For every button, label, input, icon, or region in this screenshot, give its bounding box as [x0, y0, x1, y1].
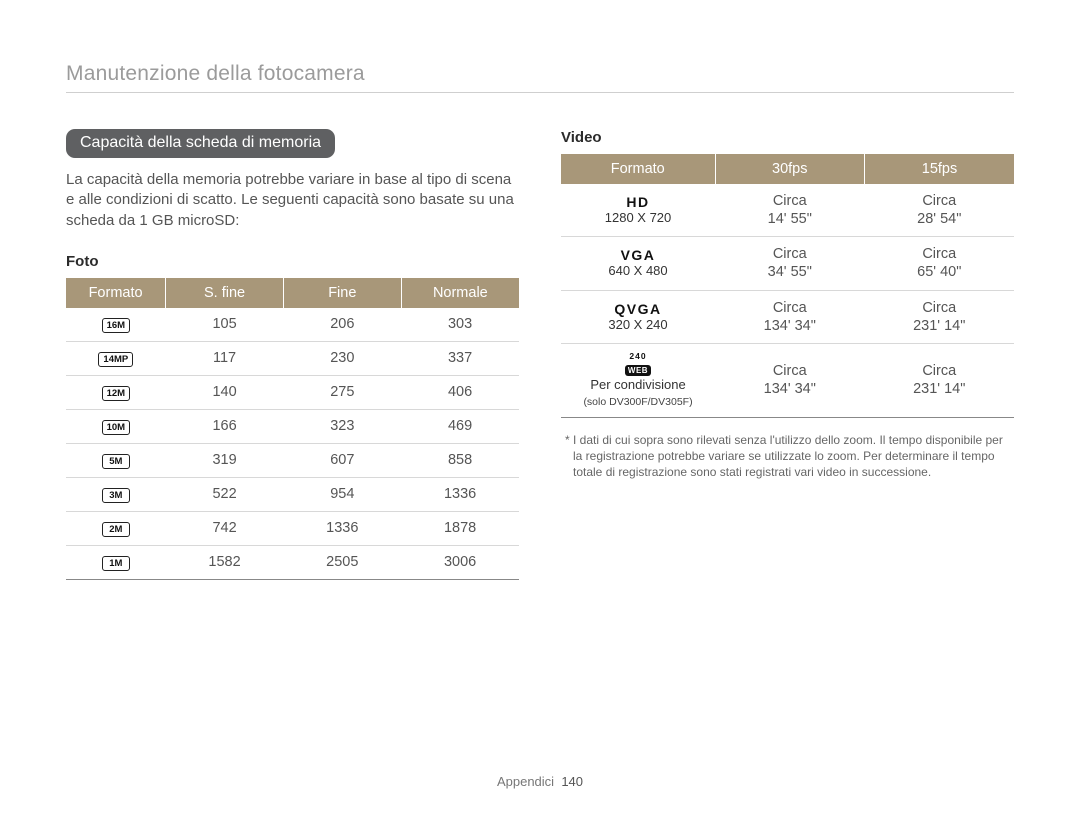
left-column: Capacità della scheda di memoria La capa…: [66, 129, 519, 580]
foto-sfine-cell: 140: [166, 375, 284, 409]
foto-fine-cell: 230: [283, 341, 401, 375]
video-th-formato: Formato: [561, 154, 715, 184]
video-format-cell: QVGA320 X 240: [561, 290, 715, 343]
resolution-icon: 5M: [102, 454, 130, 469]
foto-fine-cell: 2505: [283, 545, 401, 579]
foto-format-cell: 12M: [66, 375, 166, 409]
video-format-cell: 240 WEBPer condivisione (solo DV300F/DV305…: [561, 343, 715, 417]
share-note: (solo DV300F/DV305F): [583, 396, 692, 408]
foto-fine-cell: 607: [283, 443, 401, 477]
foto-th-sfine: S. fine: [166, 278, 284, 308]
foto-sfine-cell: 522: [166, 477, 284, 511]
foto-format-cell: 3M: [66, 477, 166, 511]
share-icon-number: 240: [567, 352, 709, 361]
title-rule: [66, 92, 1014, 93]
foto-th-normale: Normale: [401, 278, 519, 308]
foto-header-row: Formato S. fine Fine Normale: [66, 278, 519, 308]
video-th-15fps: 15fps: [865, 154, 1015, 184]
foto-format-cell: 16M: [66, 308, 166, 342]
page-footer: Appendici 140: [0, 774, 1080, 789]
foto-normale-cell: 1336: [401, 477, 519, 511]
video-format-label: QVGA: [567, 301, 709, 317]
foto-sfine-cell: 1582: [166, 545, 284, 579]
video-format-label: VGA: [567, 247, 709, 263]
table-row: 1M 158225053006: [66, 545, 519, 579]
foto-sfine-cell: 319: [166, 443, 284, 477]
foto-normale-cell: 303: [401, 308, 519, 342]
foto-normale-cell: 858: [401, 443, 519, 477]
share-icon-web: WEB: [625, 365, 651, 376]
foto-format-cell: 10M: [66, 409, 166, 443]
video-header-row: Formato 30fps 15fps: [561, 154, 1014, 184]
foto-normale-cell: 469: [401, 409, 519, 443]
video-heading: Video: [561, 129, 1014, 146]
foto-format-cell: 14MP: [66, 341, 166, 375]
video-format-cell: VGA640 X 480: [561, 237, 715, 290]
table-row: 5M 319607858: [66, 443, 519, 477]
table-row: VGA640 X 480Circa34' 55"Circa65' 40": [561, 237, 1014, 290]
resolution-icon: 12M: [102, 386, 130, 401]
video-resolution: 1280 X 720: [605, 210, 672, 225]
video-15fps-cell: Circa231' 14": [865, 343, 1015, 417]
foto-fine-cell: 1336: [283, 511, 401, 545]
table-row: HD1280 X 720Circa14' 55"Circa28' 54": [561, 184, 1014, 237]
video-30fps-cell: Circa134' 34": [715, 290, 864, 343]
video-15fps-cell: Circa231' 14": [865, 290, 1015, 343]
table-row: QVGA320 X 240Circa134' 34"Circa231' 14": [561, 290, 1014, 343]
foto-sfine-cell: 105: [166, 308, 284, 342]
video-footnote: * I dati di cui sopra sono rilevati senz…: [561, 432, 1014, 481]
video-table: Formato 30fps 15fps HD1280 X 720Circa14'…: [561, 154, 1014, 418]
table-row: 14MP 117230337: [66, 341, 519, 375]
foto-sfine-cell: 117: [166, 341, 284, 375]
video-30fps-cell: Circa134' 34": [715, 343, 864, 417]
foto-fine-cell: 275: [283, 375, 401, 409]
video-resolution: 640 X 480: [608, 263, 667, 278]
foto-th-fine: Fine: [283, 278, 401, 308]
resolution-icon: 16M: [102, 318, 130, 333]
video-30fps-cell: Circa34' 55": [715, 237, 864, 290]
right-column: Video Formato 30fps 15fps HD1280 X 720Ci…: [561, 129, 1014, 580]
foto-normale-cell: 337: [401, 341, 519, 375]
video-15fps-cell: Circa28' 54": [865, 184, 1015, 237]
video-resolution: 320 X 240: [608, 317, 667, 332]
table-row: 2M 74213361878: [66, 511, 519, 545]
video-format-label: HD: [567, 194, 709, 210]
video-th-30fps: 30fps: [715, 154, 864, 184]
table-row: 3M 5229541336: [66, 477, 519, 511]
foto-format-cell: 2M: [66, 511, 166, 545]
intro-paragraph: La capacità della memoria potrebbe varia…: [66, 170, 519, 231]
footer-section: Appendici: [497, 774, 554, 789]
foto-normale-cell: 1878: [401, 511, 519, 545]
table-row: 12M 140275406: [66, 375, 519, 409]
foto-fine-cell: 323: [283, 409, 401, 443]
foto-format-cell: 5M: [66, 443, 166, 477]
foto-th-formato: Formato: [66, 278, 166, 308]
video-15fps-cell: Circa65' 40": [865, 237, 1015, 290]
foto-format-cell: 1M: [66, 545, 166, 579]
foto-sfine-cell: 742: [166, 511, 284, 545]
table-row: 240 WEBPer condivisione (solo DV300F/DV305…: [561, 343, 1014, 417]
resolution-icon: 10M: [102, 420, 130, 435]
foto-table: Formato S. fine Fine Normale 16M10520630…: [66, 278, 519, 580]
foto-normale-cell: 3006: [401, 545, 519, 579]
share-label: Per condivisione: [590, 377, 685, 392]
foto-fine-cell: 954: [283, 477, 401, 511]
foto-normale-cell: 406: [401, 375, 519, 409]
table-row: 16M 105206303: [66, 308, 519, 342]
resolution-icon: 2M: [102, 522, 130, 537]
page-title: Manutenzione della fotocamera: [66, 62, 1014, 86]
video-format-cell: HD1280 X 720: [561, 184, 715, 237]
table-row: 10M 166323469: [66, 409, 519, 443]
foto-heading: Foto: [66, 253, 519, 270]
section-pill: Capacità della scheda di memoria: [66, 129, 335, 158]
resolution-icon: 3M: [102, 488, 130, 503]
footer-page-number: 140: [561, 774, 583, 789]
video-30fps-cell: Circa14' 55": [715, 184, 864, 237]
foto-fine-cell: 206: [283, 308, 401, 342]
two-column-layout: Capacità della scheda di memoria La capa…: [66, 129, 1014, 580]
resolution-icon: 1M: [102, 556, 130, 571]
foto-sfine-cell: 166: [166, 409, 284, 443]
resolution-icon: 14MP: [98, 352, 133, 367]
